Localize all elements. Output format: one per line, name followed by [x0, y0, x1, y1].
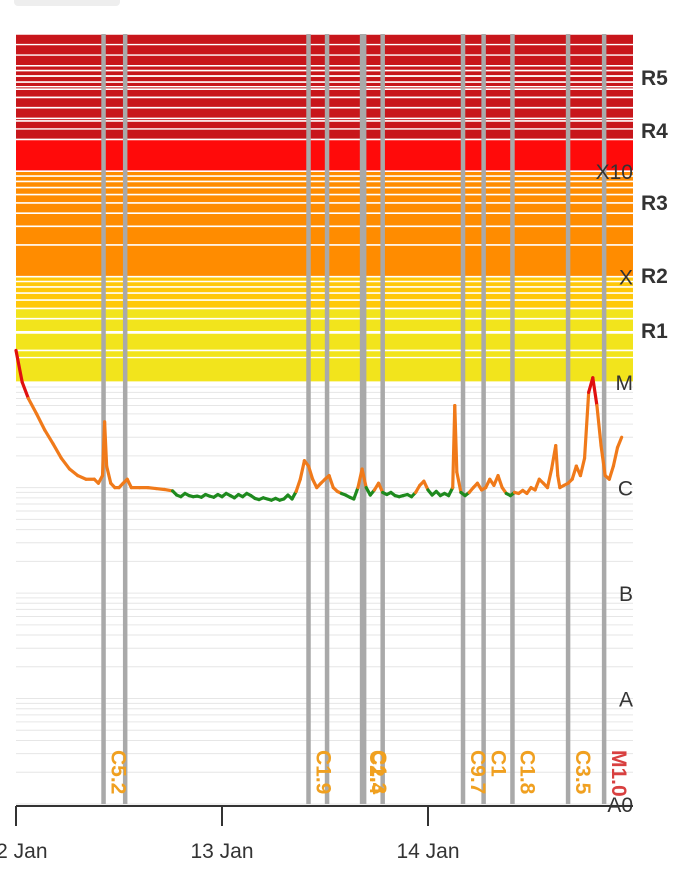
- minor-gridlines: [16, 33, 633, 805]
- x-tick-label: 12 Jan: [0, 840, 48, 863]
- series-segment: [554, 444, 560, 478]
- x-axis: 12 Jan 13 Jan 14 Jan: [0, 805, 633, 863]
- series-segment: [360, 467, 368, 490]
- series-segment: [67, 467, 80, 478]
- flare-label: M1.0: [607, 750, 630, 797]
- series-segment: [599, 444, 607, 478]
- band-r1: [16, 308, 633, 383]
- flare-label: C3.5: [571, 750, 594, 795]
- series-segment: [422, 479, 430, 492]
- series-segment: [327, 473, 335, 490]
- xray-flux-series: [14, 348, 624, 502]
- scale-tick-label: R5: [641, 67, 668, 90]
- series-segment: [26, 396, 39, 416]
- flare-label: C9.7: [466, 750, 489, 794]
- flare-label: C1.9: [312, 750, 335, 794]
- series-segment: [611, 445, 620, 468]
- class-tick-label: C: [618, 478, 633, 501]
- series-segment: [298, 459, 306, 481]
- x-tick-label: 13 Jan: [190, 840, 253, 863]
- flare-label: C1.3: [367, 750, 390, 794]
- scale-tick-label: R4: [641, 120, 668, 143]
- series-segment: [533, 477, 541, 492]
- scale-tick-label: R3: [641, 192, 668, 215]
- series-segment: [51, 442, 63, 460]
- flare-labels: C5.2 C1.9 C2.4C1.3 C9.7C1 C1.8 C3.5 M1.0: [107, 750, 631, 797]
- band-r3: [16, 171, 633, 277]
- series-segment: [20, 380, 30, 401]
- series-segment: [43, 428, 55, 446]
- series-segment: [545, 467, 554, 490]
- series-segment: [455, 470, 463, 495]
- series-segment: [591, 376, 599, 408]
- flare-label: C2.4: [365, 750, 388, 795]
- top-tab-stub: [14, 0, 120, 6]
- class-tick-label: X: [619, 267, 633, 290]
- series-segment: [306, 464, 315, 481]
- class-labels: X10 X M C B A A0 R5 R4 R3 R2 R1: [596, 67, 669, 817]
- class-tick-label: B: [619, 583, 633, 606]
- class-tick-label: A: [619, 689, 633, 712]
- series-segment: [105, 464, 113, 485]
- series-segment: [556, 473, 562, 490]
- band-r4: [16, 139, 633, 172]
- series-segment: [595, 403, 603, 448]
- series-segment: [294, 477, 302, 494]
- series-segment: [578, 456, 587, 478]
- flare-label: C1: [487, 750, 510, 777]
- series-segment: [615, 435, 624, 450]
- scale-tick-label: R2: [641, 265, 668, 288]
- flare-markers: [101, 34, 607, 804]
- scale-tick-label: R1: [641, 320, 668, 343]
- radio-blackout-bands: [16, 34, 633, 383]
- series-segment: [59, 456, 72, 471]
- series-segment: [607, 464, 616, 481]
- flare-label: C5.2: [107, 750, 130, 794]
- class-tick-label: X10: [596, 161, 633, 184]
- flare-label: C1.8: [515, 750, 538, 795]
- class-tick-label: M: [616, 372, 634, 395]
- series-segment: [582, 390, 591, 460]
- series-segment: [496, 473, 504, 490]
- series-segment: [453, 403, 459, 474]
- series-segment: [352, 486, 360, 501]
- series-segment: [102, 420, 109, 468]
- series-segment: [34, 412, 47, 432]
- series-segment: [14, 348, 24, 384]
- x-tick-label: 14 Jan: [396, 840, 459, 863]
- series-segment: [376, 481, 385, 495]
- class-tick-label: A0: [607, 794, 633, 817]
